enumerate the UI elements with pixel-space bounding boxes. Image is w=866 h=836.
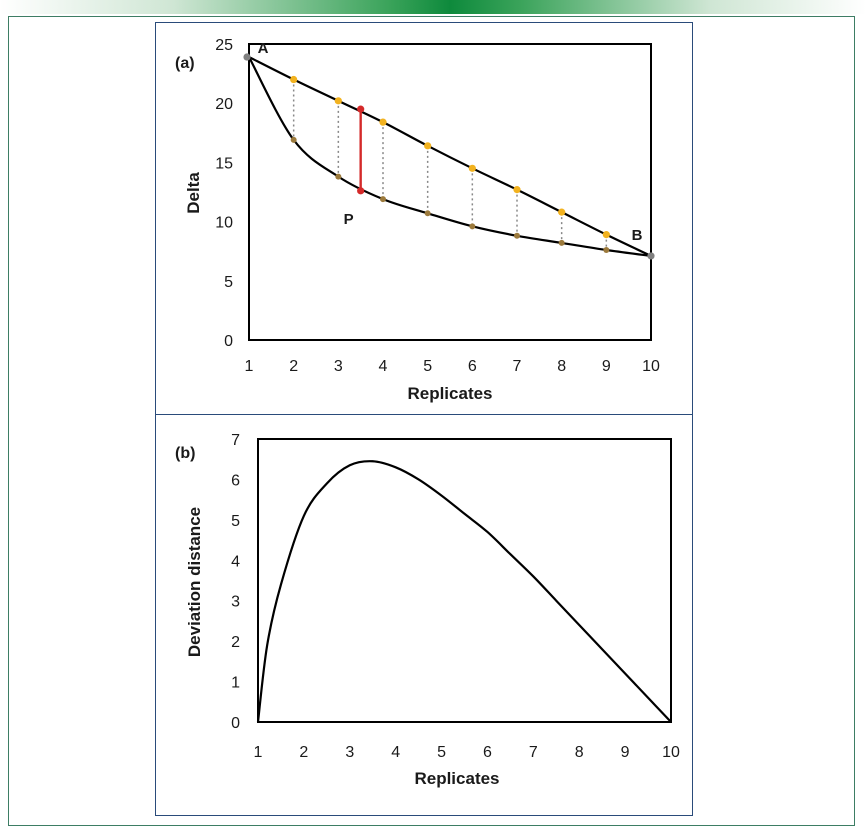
x-tick-label: 2 <box>299 744 308 761</box>
x-tick-label: 4 <box>391 744 400 761</box>
figure-frame <box>8 16 855 826</box>
x-tick-labels-b: 1 2 3 4 5 6 7 8 9 10 <box>254 744 680 761</box>
y-tick-label: 6 <box>231 472 240 489</box>
endpoint-a <box>243 53 251 61</box>
header-gradient-bar <box>0 0 866 14</box>
upper-point <box>334 97 342 105</box>
x-tick-label: 4 <box>379 358 388 375</box>
x-tick-label: 5 <box>437 744 446 761</box>
y-tick-label: 0 <box>231 715 240 732</box>
x-tick-label: 1 <box>245 358 254 375</box>
x-tick-label: 3 <box>334 358 343 375</box>
panel-label-a: (a) <box>175 55 195 72</box>
point-label: B <box>632 227 643 244</box>
y-tick-label: 5 <box>231 513 240 530</box>
upper-point <box>379 118 387 126</box>
y-tick-label: 3 <box>231 594 240 611</box>
y-tick-label: 15 <box>215 155 233 172</box>
y-tick-label: 20 <box>215 96 233 113</box>
y-tick-label: 2 <box>231 634 240 651</box>
y-tick-label: 5 <box>224 274 233 291</box>
x-tick-label: 9 <box>602 358 611 375</box>
endpoint-b <box>647 252 655 260</box>
lower-point <box>424 210 431 217</box>
highlight-point-top <box>357 105 365 113</box>
x-axis-title-a: Replicates <box>407 384 492 403</box>
upper-point <box>513 186 521 194</box>
upper-line-a <box>248 56 652 257</box>
y-tick-label: 0 <box>224 333 233 350</box>
y-axis-title-a: Delta <box>184 172 203 214</box>
x-axis-title-b: Replicates <box>414 769 499 788</box>
x-tick-label: 3 <box>345 744 354 761</box>
upper-point <box>468 164 476 172</box>
lower-point <box>335 173 342 180</box>
y-tick-label: 25 <box>215 37 233 54</box>
highlight-point-p <box>357 187 365 195</box>
x-tick-label: 8 <box>557 358 566 375</box>
chart-a: 1 2 3 4 5 6 7 8 9 10 0 5 10 15 20 25 A B P (a) Replicate… <box>175 37 660 403</box>
plot-area-b <box>257 438 672 723</box>
x-tick-label: 7 <box>513 358 522 375</box>
y-tick-label: 7 <box>231 432 240 449</box>
x-tick-label: 8 <box>575 744 584 761</box>
point-label: P <box>344 211 354 228</box>
panel-frame <box>155 22 693 816</box>
y-axis-title-b: Deviation distance <box>185 507 204 657</box>
lower-point <box>380 196 386 203</box>
panel-divider <box>155 414 693 415</box>
y-tick-label: 4 <box>231 553 240 570</box>
upper-point <box>558 208 566 216</box>
y-tick-labels-a: 0 5 10 15 20 25 <box>215 37 233 350</box>
x-tick-label: 1 <box>254 744 263 761</box>
plot-area-a <box>248 43 652 341</box>
upper-point <box>424 142 432 150</box>
x-tick-label: 9 <box>621 744 630 761</box>
lower-point <box>469 223 476 230</box>
x-tick-label: 10 <box>642 358 660 375</box>
point-labels-a: A B P <box>258 40 643 244</box>
deviation-curve-b <box>256 460 672 723</box>
lower-point <box>514 232 520 239</box>
panel-label-b: (b) <box>175 445 195 462</box>
lower-point <box>558 239 565 246</box>
lower-point <box>290 136 297 143</box>
x-tick-label: 5 <box>423 358 432 375</box>
x-tick-label: 2 <box>289 358 298 375</box>
lower-curve-a <box>248 56 652 258</box>
upper-point <box>602 231 610 239</box>
point-label: A <box>258 40 269 57</box>
x-tick-labels-a: 1 2 3 4 5 6 7 8 9 10 <box>245 358 660 375</box>
upper-point <box>290 75 298 84</box>
connector-lines-a <box>292 79 608 251</box>
y-tick-label: 10 <box>215 215 233 232</box>
x-tick-label: 6 <box>468 358 477 375</box>
x-tick-label: 6 <box>483 744 492 761</box>
y-tick-label: 1 <box>231 675 240 692</box>
lower-point <box>603 247 610 254</box>
x-tick-label: 7 <box>529 744 538 761</box>
y-tick-labels-b: 0 1 2 3 4 5 6 7 <box>231 432 240 732</box>
x-tick-label: 10 <box>662 744 680 761</box>
markers-a <box>243 53 655 260</box>
